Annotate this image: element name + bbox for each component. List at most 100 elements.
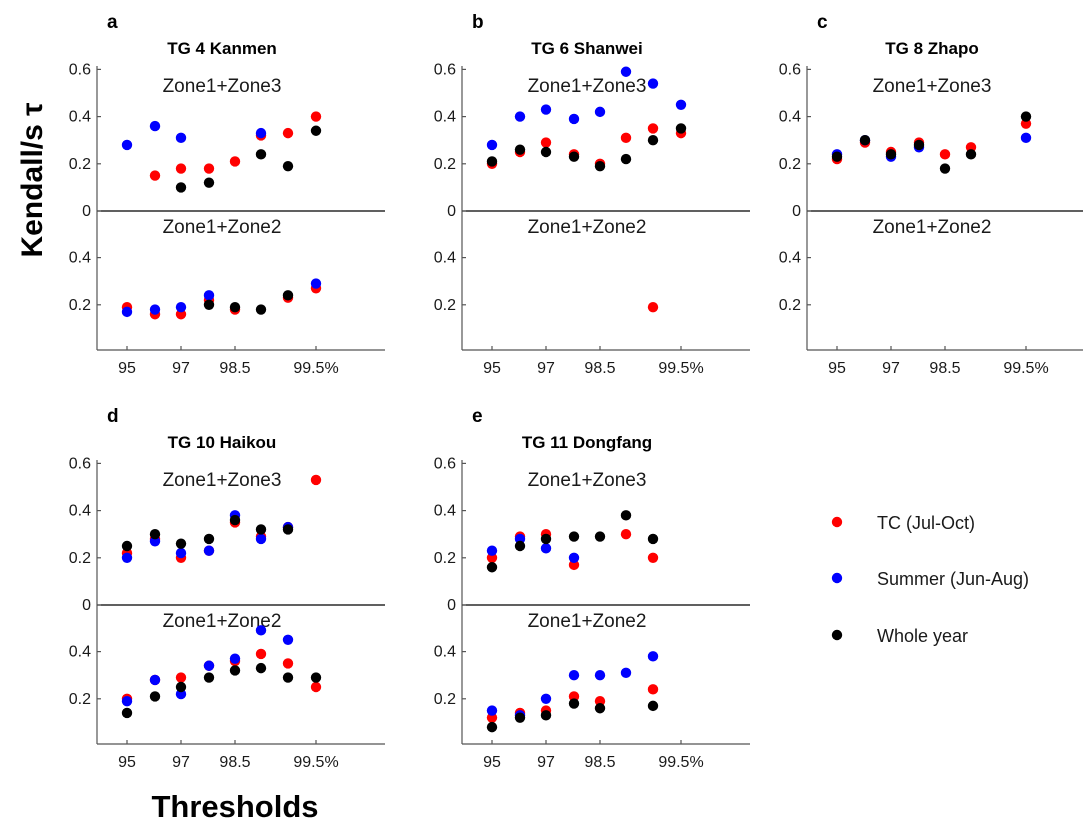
point-zone-top-whole-year [939,163,951,174]
x-tick-label: 97 [537,360,555,377]
y-tick-label: 0.4 [779,250,801,267]
x-tick-label: 95 [118,754,136,771]
point-zone-bottom-summer-jun-aug [121,306,133,318]
point-zone-top-summer-jun-aug [175,547,187,559]
x-tick-label: 95 [828,360,846,377]
point-zone-bottom-whole-year [282,290,294,301]
point-zone-top-summer-jun-aug [620,66,632,77]
point-zone-bottom-whole-year [282,672,294,683]
x-tick-label: 99.5% [293,360,338,377]
zone-bottom-label: Zone1+Zone2 [528,611,647,632]
panel-a: a TG 4 Kanmen 0.6 0.4 0.2 0 0.4 0.2 95 97 98.5 99.5… [69,12,385,377]
point-zone-bottom-whole-year [203,299,215,310]
zone-top-label: Zone1+Zone3 [873,76,992,97]
x-tick-label: 95 [118,360,136,377]
point-zone-top-whole-year [175,182,187,193]
point-zone-bottom-whole-year [203,672,215,683]
x-tick-label: 97 [172,360,190,377]
legend-marker-tc-jul-oct [831,516,843,528]
point-zone-top-summer-jun-aug [675,99,687,111]
panel-d: d TG 10 Haikou 0.6 0.4 0.2 0 0.4 0.2 95 97 98.5 99.… [69,406,385,771]
point-zone-top-summer-jun-aug [647,78,659,89]
point-zone-bottom-whole-year [310,672,322,683]
point-zone-bottom-summer-jun-aug [282,634,294,645]
point-zone-top-whole-year [675,123,687,134]
x-tick-label: 97 [172,754,190,771]
x-tick-label: 97 [537,754,555,771]
y-tick-label: 0.4 [434,109,456,126]
point-zone-top-whole-year [229,514,241,526]
point-zone-bottom-whole-year [255,662,267,674]
y-tick-label: 0.2 [69,550,91,567]
zone-top-label: Zone1+Zone3 [163,470,282,491]
y-tick-label: 0 [792,203,801,220]
point-zone-top-whole-year [514,540,526,552]
point-zone-top-whole-year [282,524,294,535]
point-zone-top-tc-jul-oct [310,111,322,122]
panel-letter: a [107,12,118,33]
legend-marker-whole-year [831,629,843,641]
point-zone-top-whole-year [149,529,161,540]
point-zone-bottom-tc-jul-oct [282,658,294,669]
zone-bottom-label: Zone1+Zone2 [163,611,282,632]
panel-title: TG 4 Kanmen [167,39,277,58]
x-tick-label: 99.5% [1003,360,1048,377]
y-tick-label: 0.6 [434,455,456,472]
y-tick-label: 0.4 [434,503,456,520]
panel-c: c TG 8 Zhapo 0.6 0.4 0.2 0 0.4 0.2 95 97 98.5 99.5%… [779,12,1083,377]
point-zone-top-whole-year [203,533,215,545]
legend-label-whole-year: Whole year [877,626,968,646]
point-zone-bottom-whole-year [255,304,267,315]
panel-title: TG 8 Zhapo [885,39,979,58]
zone-bottom-label: Zone1+Zone2 [163,217,282,238]
point-zone-top-summer-jun-aug [568,113,580,125]
y-tick-label: 0.6 [434,61,456,78]
point-zone-top-summer-jun-aug [540,104,552,115]
point-zone-top-whole-year [486,562,498,573]
point-zone-top-tc-jul-oct [175,163,187,174]
point-zone-bottom-summer-jun-aug [175,301,187,313]
point-zone-top-summer-jun-aug [514,111,526,122]
point-zone-bottom-summer-jun-aug [540,693,552,704]
point-zone-top-summer-jun-aug [568,552,580,563]
panel-letter: d [107,406,119,427]
zone-top-label: Zone1+Zone3 [163,76,282,97]
point-zone-top-whole-year [885,149,897,160]
point-zone-top-whole-year [540,146,552,158]
y-tick-label: 0.2 [434,297,456,314]
point-zone-bottom-tc-jul-oct [255,648,267,660]
panel-letter: b [472,12,484,33]
point-zone-bottom-whole-year [594,703,606,714]
point-zone-top-summer-jun-aug [255,127,267,139]
y-tick-label: 0 [82,597,91,614]
point-zone-bottom-summer-jun-aug [255,625,267,636]
panel-letter: c [817,12,828,33]
point-zone-top-whole-year [568,531,580,542]
point-zone-top-tc-jul-oct [149,170,161,181]
zone-bottom-label: Zone1+Zone2 [528,217,647,238]
y-tick-label: 0.4 [434,644,456,661]
point-zone-top-whole-year [255,149,267,160]
x-tick-label: 95 [483,754,501,771]
point-zone-top-tc-jul-oct [540,137,552,148]
point-zone-bottom-tc-jul-oct [647,684,659,695]
point-zone-top-summer-jun-aug [121,139,133,151]
point-zone-bottom-whole-year [121,707,133,719]
point-zone-top-whole-year [647,135,659,146]
point-zone-top-tc-jul-oct [229,156,241,167]
point-zone-top-whole-year [310,125,322,136]
y-tick-label: 0.4 [69,644,91,661]
point-zone-top-whole-year [831,151,843,162]
y-tick-label: 0.4 [434,250,456,267]
point-zone-top-whole-year [1020,111,1032,122]
point-zone-bottom-summer-jun-aug [486,705,498,716]
point-zone-top-tc-jul-oct [647,552,659,563]
y-tick-label: 0.2 [434,691,456,708]
panel-title: TG 6 Shanwei [531,39,642,58]
point-zone-top-tc-jul-oct [282,127,294,139]
panel-title: TG 11 Dongfang [522,433,652,452]
point-zone-top-whole-year [175,538,187,549]
point-zone-top-summer-jun-aug [255,533,267,545]
point-zone-top-whole-year [540,533,552,545]
point-zone-top-summer-jun-aug [1020,132,1032,144]
